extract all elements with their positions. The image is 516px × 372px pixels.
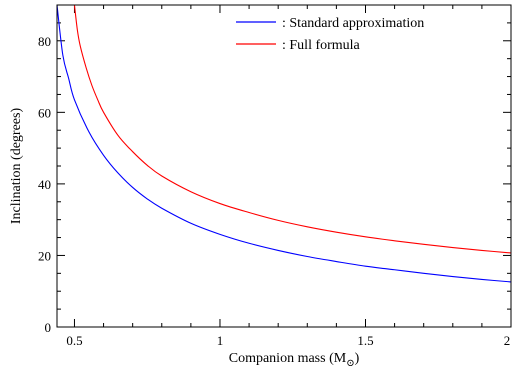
y-tick-label: 60 <box>38 105 51 120</box>
x-tick-label: 2 <box>504 333 511 348</box>
x-axis-label-suffix: ) <box>355 351 360 366</box>
x-axis-label-sub: ⊙ <box>346 358 354 369</box>
x-axis-label: Companion mass (M⊙) <box>229 351 360 369</box>
y-tick-label: 0 <box>45 320 52 335</box>
x-tick-label: 1 <box>217 333 224 348</box>
series-layer <box>57 5 511 283</box>
series-line-2 <box>73 5 511 254</box>
legend: : Standard approximation : Full formula <box>236 16 424 53</box>
x-axis-label-main: Companion mass (M <box>229 351 347 366</box>
y-tick-label: 40 <box>38 177 51 192</box>
legend-label: : Full formula <box>282 38 361 53</box>
y-axis-label: Inclination (degrees) <box>9 108 24 225</box>
y-tick-label: 20 <box>38 248 51 263</box>
plot-frame <box>56 4 512 328</box>
legend-label: : Standard approximation <box>282 16 424 31</box>
series-line-1 <box>57 5 511 283</box>
y-tick-label: 80 <box>38 34 51 49</box>
x-tick-label: 1.5 <box>357 333 373 348</box>
x-tick-label: 0.5 <box>66 333 82 348</box>
